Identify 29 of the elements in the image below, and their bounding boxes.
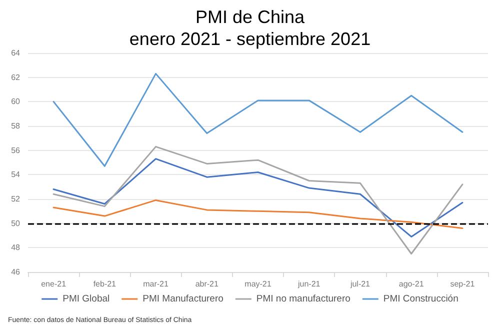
- chart-subtitle: enero 2021 - septiembre 2021: [129, 29, 371, 49]
- y-tick-label: 52: [11, 194, 21, 204]
- line-series: [52, 72, 464, 167]
- chart-title: PMI de China: [195, 7, 306, 27]
- legend-label: PMI Global: [62, 294, 110, 304]
- line-series: [52, 199, 464, 229]
- y-tick-label: 62: [11, 72, 21, 82]
- y-tick-label: 50: [11, 218, 21, 228]
- y-tick-label: 60: [11, 97, 21, 106]
- line-series: [52, 158, 464, 238]
- legend-label: PMI Construcción: [383, 294, 458, 304]
- y-tick-label: 56: [11, 146, 21, 155]
- y-tick-label: 58: [11, 122, 21, 130]
- x-tick-label: ago-21: [398, 280, 424, 288]
- x-tick-label: feb-21: [93, 280, 117, 288]
- x-tick-label: ene-21: [41, 280, 67, 288]
- y-tick-label: 46: [11, 268, 21, 276]
- x-tick-label: jul-21: [349, 280, 371, 288]
- x-tick-label: abr-21: [195, 280, 219, 288]
- x-tick-label: may-21: [244, 280, 272, 288]
- y-tick-label: 64: [11, 48, 21, 58]
- legend-label: PMI no manufacturero: [256, 294, 350, 304]
- legend-label: PMI Manufacturero: [142, 294, 224, 304]
- x-tick-label: sep-21: [450, 280, 476, 288]
- x-tick-label: jun-21: [296, 280, 321, 288]
- line-series: [52, 146, 464, 254]
- x-tick-label: mar-21: [143, 280, 169, 288]
- y-tick-label: 48: [11, 243, 21, 252]
- y-tick-label: 54: [11, 170, 21, 180]
